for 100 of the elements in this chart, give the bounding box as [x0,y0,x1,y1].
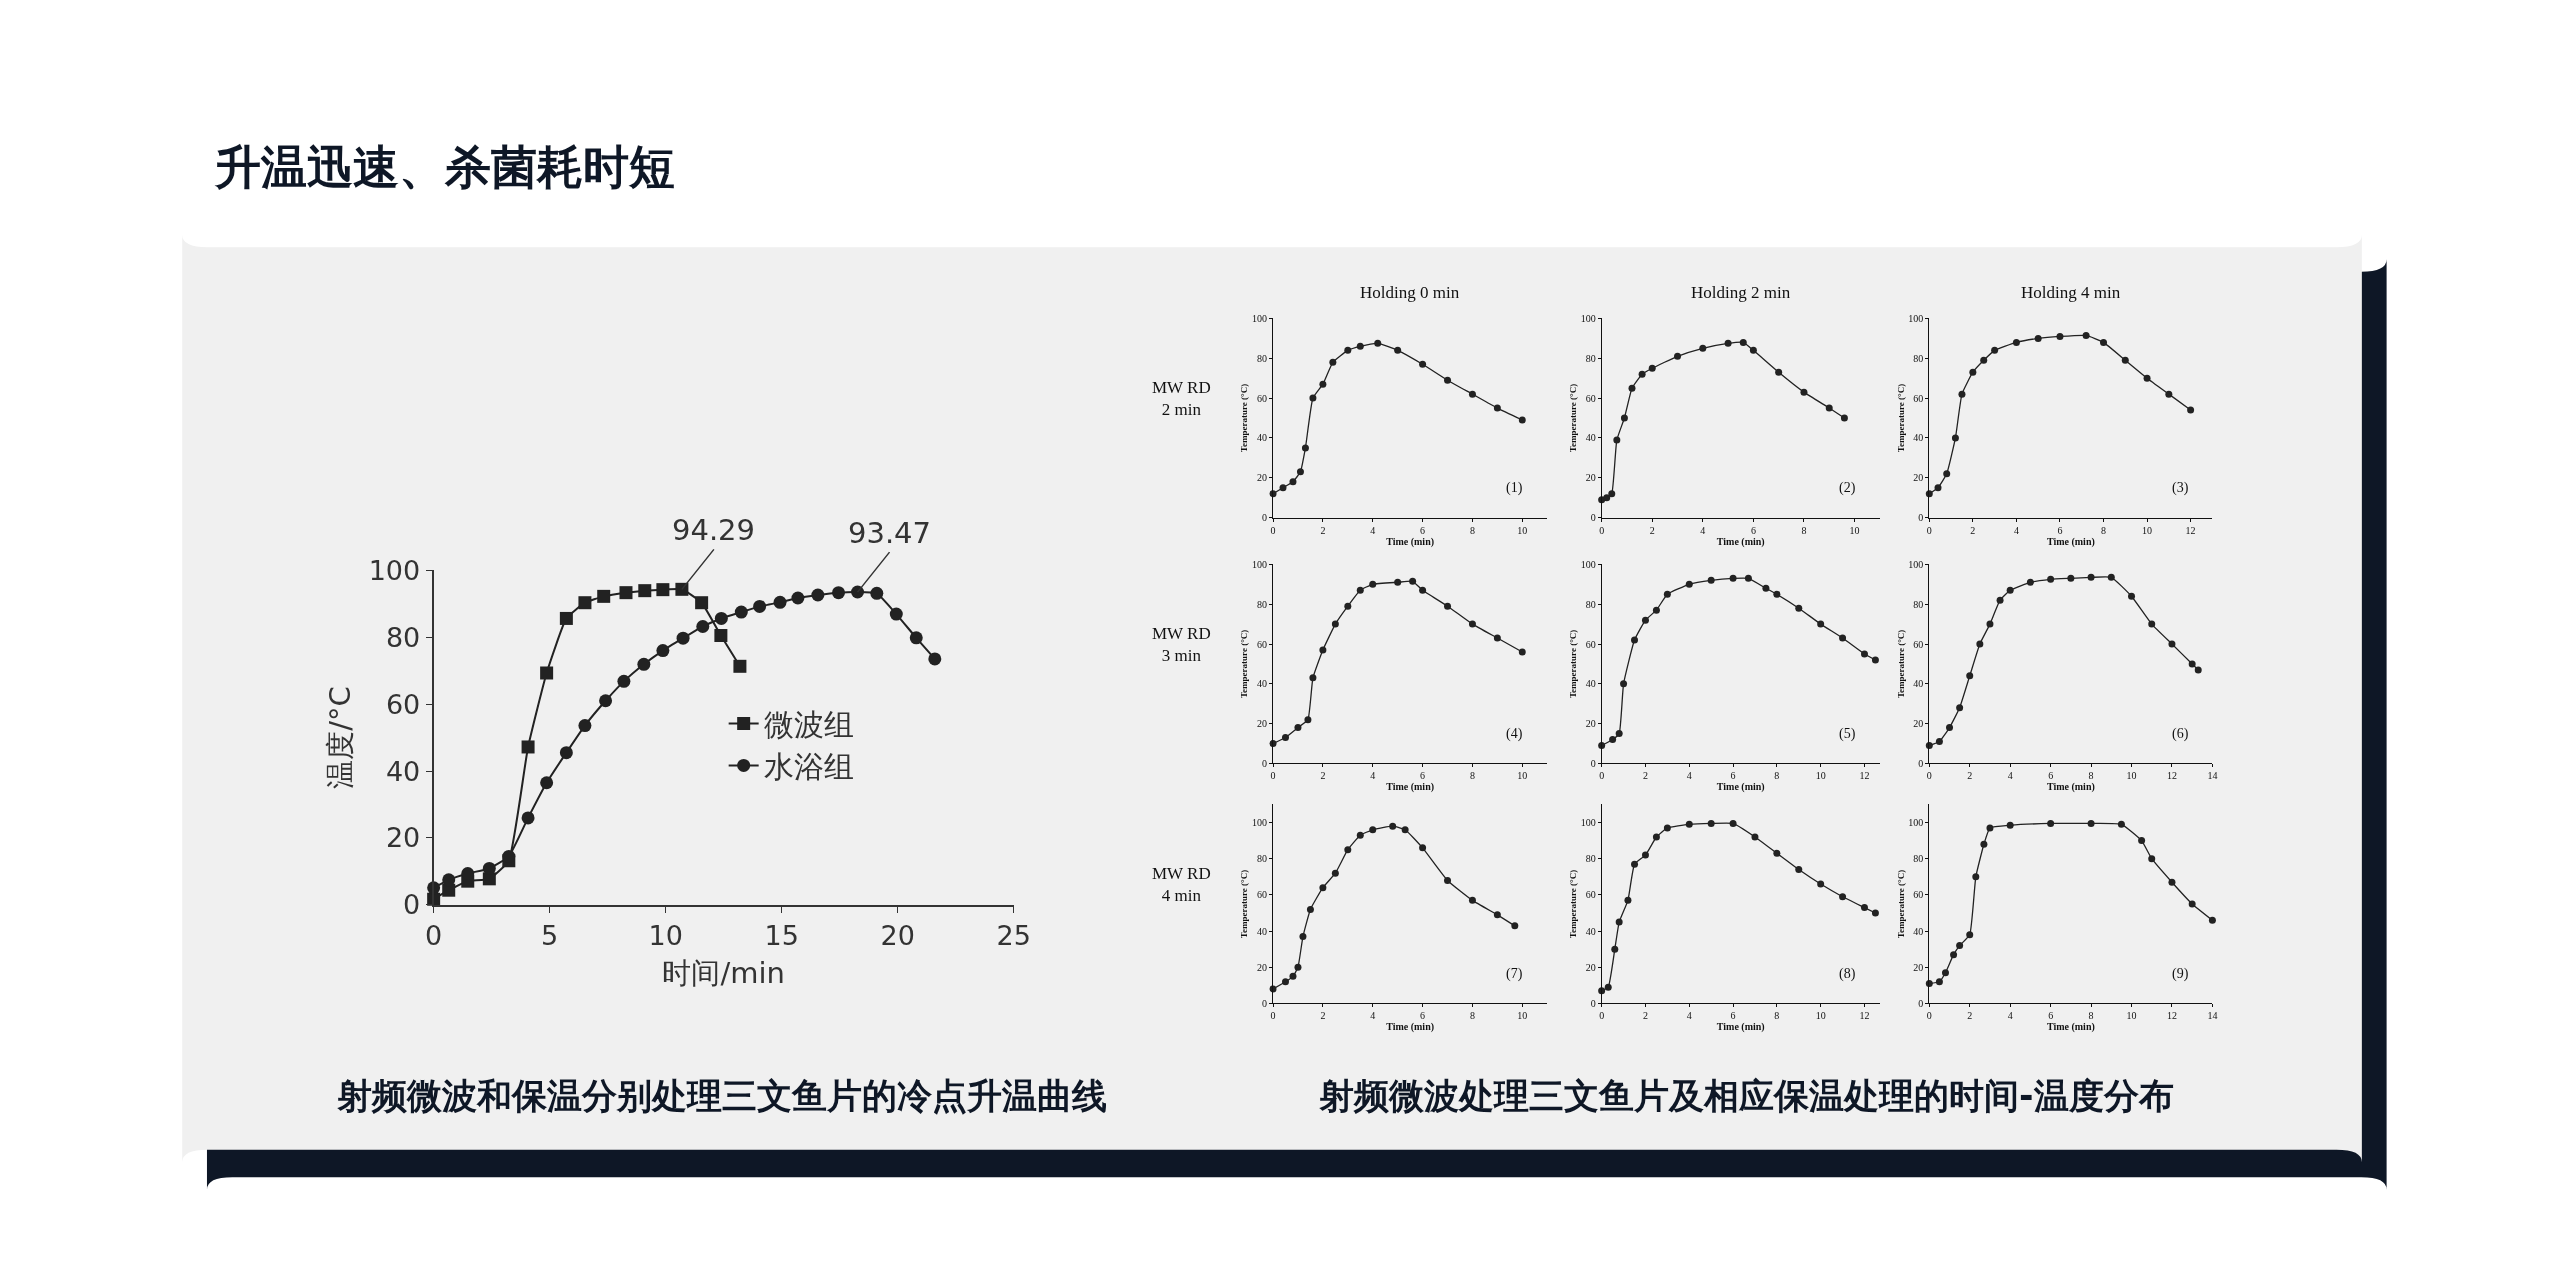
point [1980,840,1988,848]
point [1934,484,1942,492]
y-tick-label: 100 [1252,312,1268,324]
point [1744,574,1752,582]
point [1609,736,1617,744]
point [1729,819,1737,827]
y-axis-title: Temperature (°C) [1239,383,1250,453]
point [559,746,573,760]
point [1468,620,1476,628]
point [1319,884,1327,892]
point [1773,849,1781,857]
point [638,584,652,598]
point [1966,672,1974,680]
x-tick-label: 2 [1320,524,1326,536]
x-tick-label: 8 [2088,1010,2094,1022]
point [1401,826,1409,834]
point [1729,574,1737,582]
y-tick-label: 80 [385,621,421,653]
x-tick-label: 6 [1420,770,1426,782]
point [1281,734,1289,742]
point [1344,602,1352,610]
point [559,611,573,625]
y-tick-label: 20 [1257,472,1268,484]
point [482,861,496,875]
point [1344,346,1352,354]
point [2143,374,2151,382]
point [2208,916,2216,924]
y-tick-label: 40 [385,755,421,787]
point [1795,604,1803,612]
y-axis-title: 温度/°C [322,686,357,789]
point [1296,468,1304,476]
y-tick-label: 60 [385,688,421,720]
point [1306,905,1314,913]
point [1369,580,1377,588]
point [1641,851,1649,859]
annotation: (1) [1506,480,1523,496]
point [1294,724,1302,732]
point [1419,360,1427,368]
text: 射频微波和保温分别处理三文鱼片的冷点升温曲线 [337,1076,1107,1116]
x-tick-label: 10 [1815,1010,1826,1022]
x-tick-label: 4 [1370,770,1376,782]
x-axis-title: Time (min) [1386,535,1435,548]
point [521,740,535,754]
point [2188,660,2196,668]
x-tick-label: 0 [1926,524,1932,536]
point [1969,368,1977,376]
y-tick-label: 80 [1585,352,1596,364]
point [1935,738,1943,746]
y-tick-label: 100 [1908,558,1924,570]
point [1493,911,1501,919]
x-tick-label: 10 [1815,770,1826,782]
y-tick-label: 40 [1257,432,1268,444]
y-tick-label: 20 [1913,718,1924,730]
point [1800,388,1808,396]
point [1707,819,1715,827]
point [1685,580,1693,588]
annotation: (8) [1839,966,1856,982]
point [656,583,670,597]
point [1603,494,1611,502]
y-tick-label: 40 [1585,432,1596,444]
x-tick-label: 4 [2007,1010,2013,1022]
y-tick-label: 20 [1585,472,1596,484]
y-tick-label: 60 [1585,638,1596,650]
x-tick-label: 10 [648,920,683,952]
point [1394,346,1402,354]
y-axis-title: Temperature (°C) [1895,869,1906,939]
x-tick-label: 6 [1750,524,1756,536]
chart-title: Holding 4 min [2021,283,2121,302]
point [1299,933,1307,941]
y-tick-label: 60 [1913,638,1924,650]
x-tick-label: 8 [2088,770,2094,782]
point [597,589,611,603]
point [2121,356,2129,364]
y-tick-label: 60 [1913,889,1924,901]
point [2012,338,2020,346]
y-tick-label: 40 [1913,925,1924,937]
point [1309,674,1317,682]
point [637,657,651,671]
point [714,611,728,625]
point [1615,730,1623,738]
point [2047,575,2055,583]
x-tick-label: 10 [1849,524,1860,536]
point [2148,620,2156,628]
point [1518,648,1526,656]
y-tick-label: 0 [1918,512,1924,524]
point [2087,819,2095,827]
x-tick-label: 2 [1642,770,1648,782]
point [1493,634,1501,642]
point [773,595,787,609]
x-axis-title: Time (min) [1386,1021,1435,1034]
y-tick-label: 100 [1580,558,1596,570]
point [1356,342,1364,350]
y-tick-label: 40 [1257,925,1268,937]
point [1419,586,1427,594]
y-tick-label: 80 [1913,853,1924,865]
point [1409,577,1417,585]
y-tick-label: 80 [1257,598,1268,610]
x-tick-label: 10 [1517,1010,1528,1022]
point [695,596,709,610]
point [1817,880,1825,888]
